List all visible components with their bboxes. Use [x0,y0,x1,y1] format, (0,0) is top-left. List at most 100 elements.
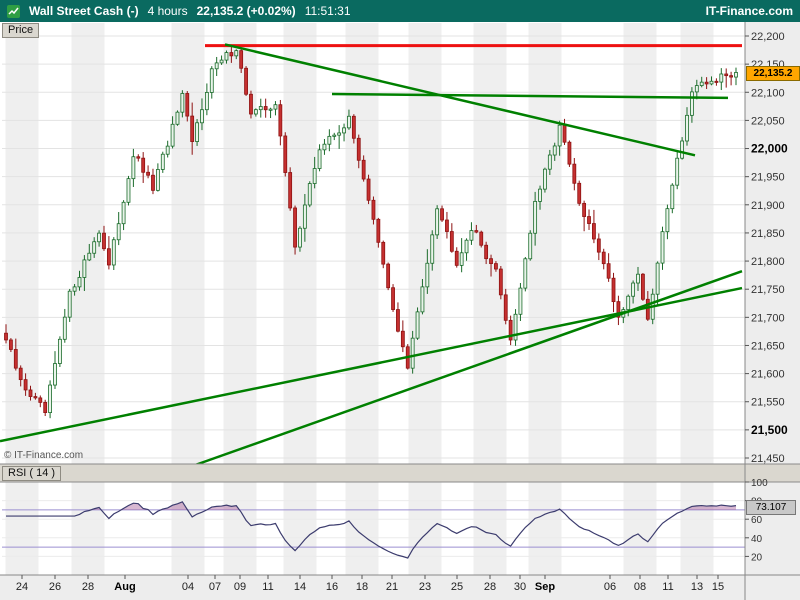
candle-body [631,282,636,297]
candle-body [425,262,430,288]
candle-body [508,319,513,341]
candle-body [28,389,33,397]
trendline-support-long-green[interactable] [0,286,743,443]
candle-body [302,204,307,229]
price-axis-label: 21,850 [751,228,785,240]
time-axis-label: 11 [662,581,673,593]
candle-body [67,290,72,318]
price-axis-label: 22,100 [751,87,785,99]
price-axis-label: 21,500 [751,423,788,437]
session-stripe [408,23,442,575]
price-axis-label: 21,650 [751,340,785,352]
candle-body [131,156,136,180]
candle-body [327,135,332,145]
candle-body [592,223,596,240]
candle-body [391,287,395,310]
candle-body [155,169,160,191]
candle-body [126,178,131,203]
candle-body [322,143,327,151]
candle-body [449,231,454,252]
plot-background [0,22,800,600]
candle-body [347,115,351,129]
candle-body [714,80,719,83]
time-axis-label: 24 [16,581,28,593]
price-axis-label: 21,800 [751,256,785,268]
candle-body [567,141,572,165]
rsi-line [6,501,737,559]
candle-body [376,218,381,243]
price-axis-label: 21,700 [751,312,785,324]
candle-body [601,251,606,265]
candle-body [641,273,645,300]
candle-body [557,124,562,147]
candle-body [543,168,547,190]
timeframe-label: 4 hours [147,4,188,18]
candle-body [351,115,356,139]
candle-body [611,277,616,303]
time-axis-label: 28 [484,581,496,593]
candle-body [459,252,464,266]
candle-body [82,259,87,278]
candle-body [72,286,77,292]
candle-body [645,298,650,320]
candle-body [523,258,528,289]
candle-body [312,168,317,184]
candle-body [116,223,121,241]
candle-body [552,145,557,156]
candle-body [371,199,376,220]
candle-body [729,75,734,78]
candle-body [160,153,165,170]
session-stripe [71,23,105,575]
candle-body [699,81,704,86]
candle-body [420,286,425,313]
candle-body [43,401,48,413]
candle-body [121,201,126,225]
trendline-support-steep-green[interactable] [179,270,743,472]
candle-body [665,208,670,233]
trendline-horizontal-green[interactable] [331,92,729,100]
rsi-axis-label: 20 [751,552,763,563]
candle-body [430,234,435,264]
candle-body [4,332,8,341]
candle-body [273,104,278,110]
time-axis-label: 18 [356,581,368,593]
candle-body [278,104,283,137]
rsi-axis-label: 60 [751,515,763,526]
candle-body [229,52,234,57]
tab-rsi-indicator[interactable]: RSI ( 14 ) [2,466,62,481]
candle-body [102,232,106,250]
candle-body [386,263,391,289]
price-axis-label: 21,900 [751,200,785,212]
candle-body [547,154,552,170]
candle-body [87,252,92,261]
price-axis-label: 22,050 [751,115,785,127]
candle-body [479,231,484,246]
candle-body [92,241,97,254]
tab-price[interactable]: Price [2,23,40,38]
candle-body [239,50,244,69]
candle-body [209,68,214,93]
price-axis[interactable] [745,22,800,575]
trendline-descending-green[interactable] [224,43,696,157]
candle-body [503,294,508,321]
candle-body [474,230,479,233]
time-axis[interactable] [0,575,800,600]
time-axis-label: 06 [604,581,616,593]
price-axis-label: 21,950 [751,172,785,184]
candle-body [219,59,224,64]
price-axis-label: 22,200 [751,31,785,43]
time-axis-label: 04 [182,581,194,593]
candle-body [307,183,312,206]
candle-body [587,216,591,224]
panel-separator[interactable] [0,464,800,482]
time-axis-label: 23 [419,581,431,593]
candle-body [719,73,724,83]
time-axis-label: 09 [234,581,246,593]
session-stripe [283,23,317,575]
session-stripe [528,23,562,575]
candle-body [214,62,219,70]
candle-body [489,258,493,264]
rsi-axis-label: 40 [751,534,763,545]
candle-body [97,232,101,243]
